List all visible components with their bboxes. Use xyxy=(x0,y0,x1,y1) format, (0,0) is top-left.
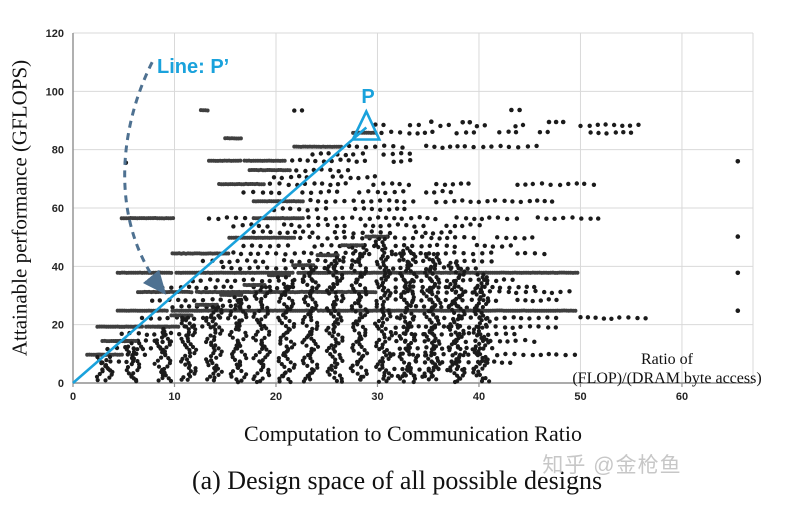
ratio-annotation-line1: Ratio of xyxy=(640,351,693,368)
x-tick-label: 60 xyxy=(676,391,688,403)
ratio-annotation: Ratio of (FLOP)/(DRAM byte access) xyxy=(572,350,761,388)
y-tick-label: 40 xyxy=(52,261,64,273)
x-axis-title: Computation to Communication Ratio xyxy=(244,421,582,446)
strand-dots xyxy=(85,234,492,385)
gridlines xyxy=(73,32,754,383)
isolated-dots xyxy=(123,107,741,314)
watermark: 知乎 @金枪鱼 xyxy=(542,454,682,477)
y-tick-label: 120 xyxy=(46,28,64,40)
x-tick-label: 30 xyxy=(371,391,383,403)
y-tick-label: 0 xyxy=(58,378,64,390)
ratio-annotation-line2: (FLOP)/(DRAM byte access) xyxy=(572,370,762,387)
x-tick-label: 50 xyxy=(574,391,586,403)
axes: 0 10 20 30 40 50 60 0 20 40 60 80 100 120 xyxy=(46,28,753,403)
y-tick-label: 20 xyxy=(52,320,64,332)
x-tick-label: 0 xyxy=(70,391,76,403)
point-p-label: P xyxy=(361,86,375,108)
y-tick-label: 60 xyxy=(52,203,64,215)
figure-caption: (a) Design space of all possible designs xyxy=(191,466,603,495)
y-tick-label: 100 xyxy=(46,86,64,98)
x-tick-label: 20 xyxy=(270,391,282,403)
p-marker-triangle xyxy=(350,108,382,141)
p-prime-dashed-curve xyxy=(123,61,167,295)
x-tick-label: 10 xyxy=(168,391,180,403)
y-tick-label: 80 xyxy=(52,145,64,157)
x-tick-label: 40 xyxy=(473,391,485,403)
roofline-line xyxy=(72,126,368,384)
y-axis-title: Attainable performance (GFLOPS) xyxy=(7,59,32,357)
line-p-prime-label: Line: P’ xyxy=(157,56,230,78)
scatter-band-dots xyxy=(95,108,648,379)
